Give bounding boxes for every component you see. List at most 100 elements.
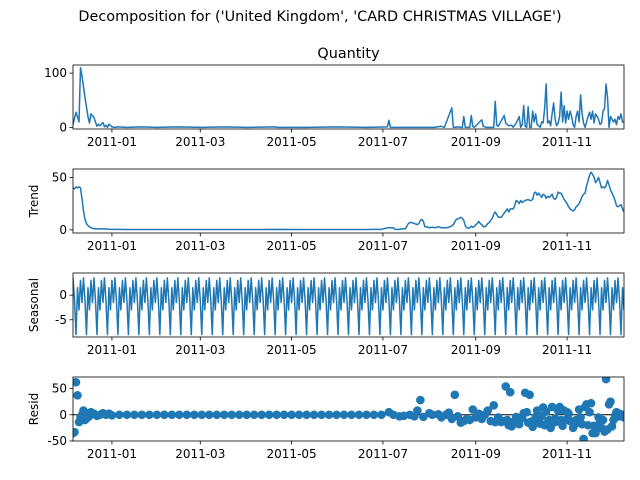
resid-point <box>242 410 251 420</box>
resid-point <box>309 410 319 420</box>
y-tick-label: 50 <box>52 382 67 396</box>
y-tick-label: 100 <box>44 66 67 80</box>
resid-point <box>219 410 229 420</box>
plot-area <box>73 277 624 336</box>
panels: Quantity 0 100 2011-01 2011-03 2011-05 2011-07… <box>27 46 625 461</box>
series-line <box>73 66 624 129</box>
resid-point <box>377 410 386 420</box>
x-tick-label: 2011-05 <box>267 239 317 253</box>
axes-frame <box>72 168 625 234</box>
y-tick-label: 0 <box>59 408 67 422</box>
resid-point <box>450 390 460 400</box>
x-tick-label: 2011-01 <box>87 135 137 149</box>
resid-point <box>294 410 304 420</box>
resid-point <box>576 413 585 422</box>
resid-point <box>302 410 311 420</box>
panel-3: Resid -50 0 50 2011-01 2011-03 2011-05 2011-07 2… <box>27 376 625 461</box>
x-tick-label: 2011-03 <box>175 135 225 149</box>
x-tick-label: 2011-01 <box>87 239 137 253</box>
y-tick-label: 0 <box>59 223 67 237</box>
x-tick-label: 2011-07 <box>358 135 408 149</box>
resid-point <box>606 397 615 406</box>
resid-point <box>249 410 259 420</box>
x-tick-label: 2011-03 <box>175 447 225 461</box>
resid-point <box>416 395 425 405</box>
resid-point <box>204 410 214 420</box>
resid-point <box>317 410 326 420</box>
resid-point <box>115 410 124 420</box>
resid-point <box>585 407 594 417</box>
axes-frame <box>72 64 625 130</box>
plot-area <box>73 66 624 129</box>
resid-point <box>73 377 81 387</box>
resid-point <box>468 405 478 414</box>
axes-frame <box>72 272 625 338</box>
x-tick-label: 2011-11 <box>542 239 592 253</box>
y-tick-label: 0 <box>59 120 67 134</box>
resid-point <box>272 410 281 420</box>
x-tick-label: 2011-07 <box>358 447 408 461</box>
panel-1: Trend 0 50 2011-01 2011-03 2011-05 2011-07 2011… <box>27 168 625 253</box>
resid-point <box>598 415 608 425</box>
resid-point <box>332 410 341 420</box>
x-tick-label: 2011-03 <box>175 343 225 357</box>
resid-point <box>413 406 422 415</box>
resid-point <box>73 427 79 437</box>
x-tick-label: 2011-05 <box>267 343 317 357</box>
x-tick-label: 2011-09 <box>451 447 501 461</box>
y-axis-label: Trend <box>27 185 41 219</box>
resid-point <box>175 410 184 420</box>
x-tick-label: 2011-11 <box>542 135 592 149</box>
resid-point <box>362 410 371 420</box>
x-tick-label: 2011-09 <box>451 239 501 253</box>
x-tick-label: 2011-05 <box>267 447 317 461</box>
resid-point <box>579 434 588 441</box>
resid-point <box>234 410 244 420</box>
y-tick-label: -50 <box>47 434 67 448</box>
plot-area <box>73 377 624 441</box>
resid-point <box>369 410 379 420</box>
resid-point <box>525 390 534 400</box>
resid-point <box>489 401 499 410</box>
x-tick-label: 2011-01 <box>87 447 137 461</box>
y-axis-label: Seasonal <box>27 278 41 332</box>
x-tick-label: 2011-09 <box>451 343 501 357</box>
axes-frame <box>72 376 625 442</box>
resid-point <box>145 410 154 420</box>
resid-point <box>354 410 364 420</box>
x-tick-label: 2011-03 <box>175 239 225 253</box>
resid-point <box>287 410 296 420</box>
resid-point <box>122 410 132 420</box>
figure-title: Decomposition for ('United Kingdom', 'CA… <box>78 9 561 25</box>
resid-point <box>152 410 162 420</box>
resid-point <box>324 410 334 420</box>
resid-point <box>197 410 207 420</box>
resid-point <box>522 407 531 417</box>
y-axis-label: Resid <box>27 393 41 425</box>
resid-point <box>279 410 289 420</box>
resid-point <box>505 387 515 397</box>
resid-point <box>586 398 596 408</box>
y-tick-label: 50 <box>52 170 67 184</box>
resid-point <box>73 391 82 400</box>
resid-point <box>182 410 192 420</box>
resid-point <box>339 410 349 420</box>
panel-0: Quantity 0 100 2011-01 2011-03 2011-05 2011-07… <box>44 46 625 149</box>
resid-point <box>189 410 199 420</box>
resid-point <box>257 410 266 420</box>
x-tick-label: 2011-09 <box>451 135 501 149</box>
resid-point <box>160 410 169 420</box>
resid-point <box>227 410 237 420</box>
resid-point <box>107 411 117 420</box>
resid-point <box>501 382 511 391</box>
resid-point <box>137 410 147 420</box>
resid-point <box>564 409 573 419</box>
plot-area <box>73 171 624 231</box>
panel-2: Seasonal -5 0 2011-01 2011-03 2011-05 2011-07 2… <box>27 272 625 357</box>
resid-point <box>212 410 222 420</box>
y-tick-label: 0 <box>59 288 67 302</box>
x-tick-label: 2011-11 <box>542 343 592 357</box>
resid-point <box>601 377 611 384</box>
y-tick-label: -5 <box>55 313 67 327</box>
